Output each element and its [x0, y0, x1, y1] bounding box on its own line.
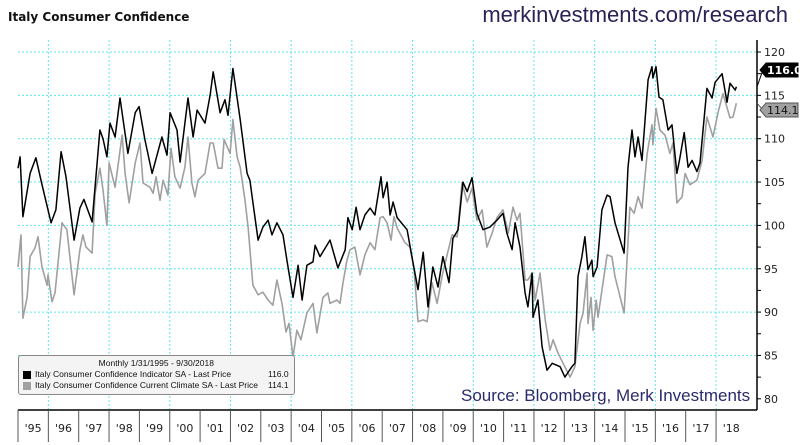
y-tick-label: 120	[764, 46, 785, 59]
legend-value: 116.0	[267, 369, 289, 379]
x-tick-label: '00	[176, 422, 193, 435]
y-tick-label: 85	[764, 349, 778, 362]
legend-swatch-gray	[23, 381, 31, 390]
x-tick-label: '13	[571, 422, 588, 435]
x-tick-label: '08	[419, 422, 436, 435]
x-tick-label: '06	[359, 422, 376, 435]
x-tick-label: '95	[25, 422, 42, 435]
x-tick-label: '14	[601, 422, 618, 435]
x-tick-label: '96	[55, 422, 72, 435]
x-tick-label: '02	[237, 422, 254, 435]
x-tick-label: '16	[662, 422, 679, 435]
legend-label: Italy Consumer Confidence Indicator SA -…	[35, 369, 232, 379]
x-tick-label: '04	[298, 422, 315, 435]
y-tick-label: 95	[764, 263, 778, 276]
last-value-text: 114.1	[767, 104, 799, 117]
y-tick-label: 100	[764, 219, 785, 232]
x-tick-label: '15	[632, 422, 649, 435]
legend-swatch-black	[23, 370, 31, 379]
x-tick-label: '18	[723, 422, 740, 435]
y-tick-label: 90	[764, 306, 778, 319]
last-value-label: 114.1	[756, 102, 799, 118]
x-tick-label: '09	[450, 422, 467, 435]
x-tick-label: '01	[207, 422, 224, 435]
x-tick-label: '03	[267, 422, 284, 435]
chart-title: Italy Consumer Confidence	[8, 10, 190, 24]
y-tick-label: 110	[764, 133, 785, 146]
x-tick-label: '17	[692, 422, 709, 435]
series-line-current-climate	[17, 92, 738, 378]
source-note: Source: Bloomberg, Merk Investments	[461, 386, 751, 405]
series-line-indicator	[17, 65, 738, 378]
x-tick-label: '05	[328, 422, 345, 435]
x-tick-label: '98	[116, 422, 133, 435]
x-tick-label: '10	[480, 422, 497, 435]
legend-value: 114.1	[267, 380, 289, 390]
x-tick-label: '97	[85, 422, 102, 435]
legend-date-range: Monthly 1/31/1995 - 9/30/2018	[98, 358, 214, 368]
last-value-text: 116.0	[767, 64, 800, 77]
x-tick-label: '11	[510, 422, 527, 435]
legend: Monthly 1/31/1995 - 9/30/2018 Italy Cons…	[18, 355, 295, 395]
legend-item: Italy Consumer Confidence Current Climat…	[19, 380, 294, 391]
y-tick-label: 80	[764, 393, 778, 406]
y-tick-label: 115	[764, 89, 785, 102]
x-tick-label: '07	[389, 422, 406, 435]
legend-item: Italy Consumer Confidence Indicator SA -…	[19, 369, 294, 380]
x-tick-label: '99	[146, 422, 163, 435]
website-watermark: merkinvestments.com/research	[482, 2, 788, 27]
y-tick-label: 105	[764, 176, 785, 189]
last-value-tag	[759, 102, 799, 118]
last-value-tag	[759, 62, 799, 78]
legend-label: Italy Consumer Confidence Current Climat…	[35, 380, 258, 390]
last-value-label: 116.0	[756, 62, 800, 87]
x-tick-label: '12	[541, 422, 558, 435]
